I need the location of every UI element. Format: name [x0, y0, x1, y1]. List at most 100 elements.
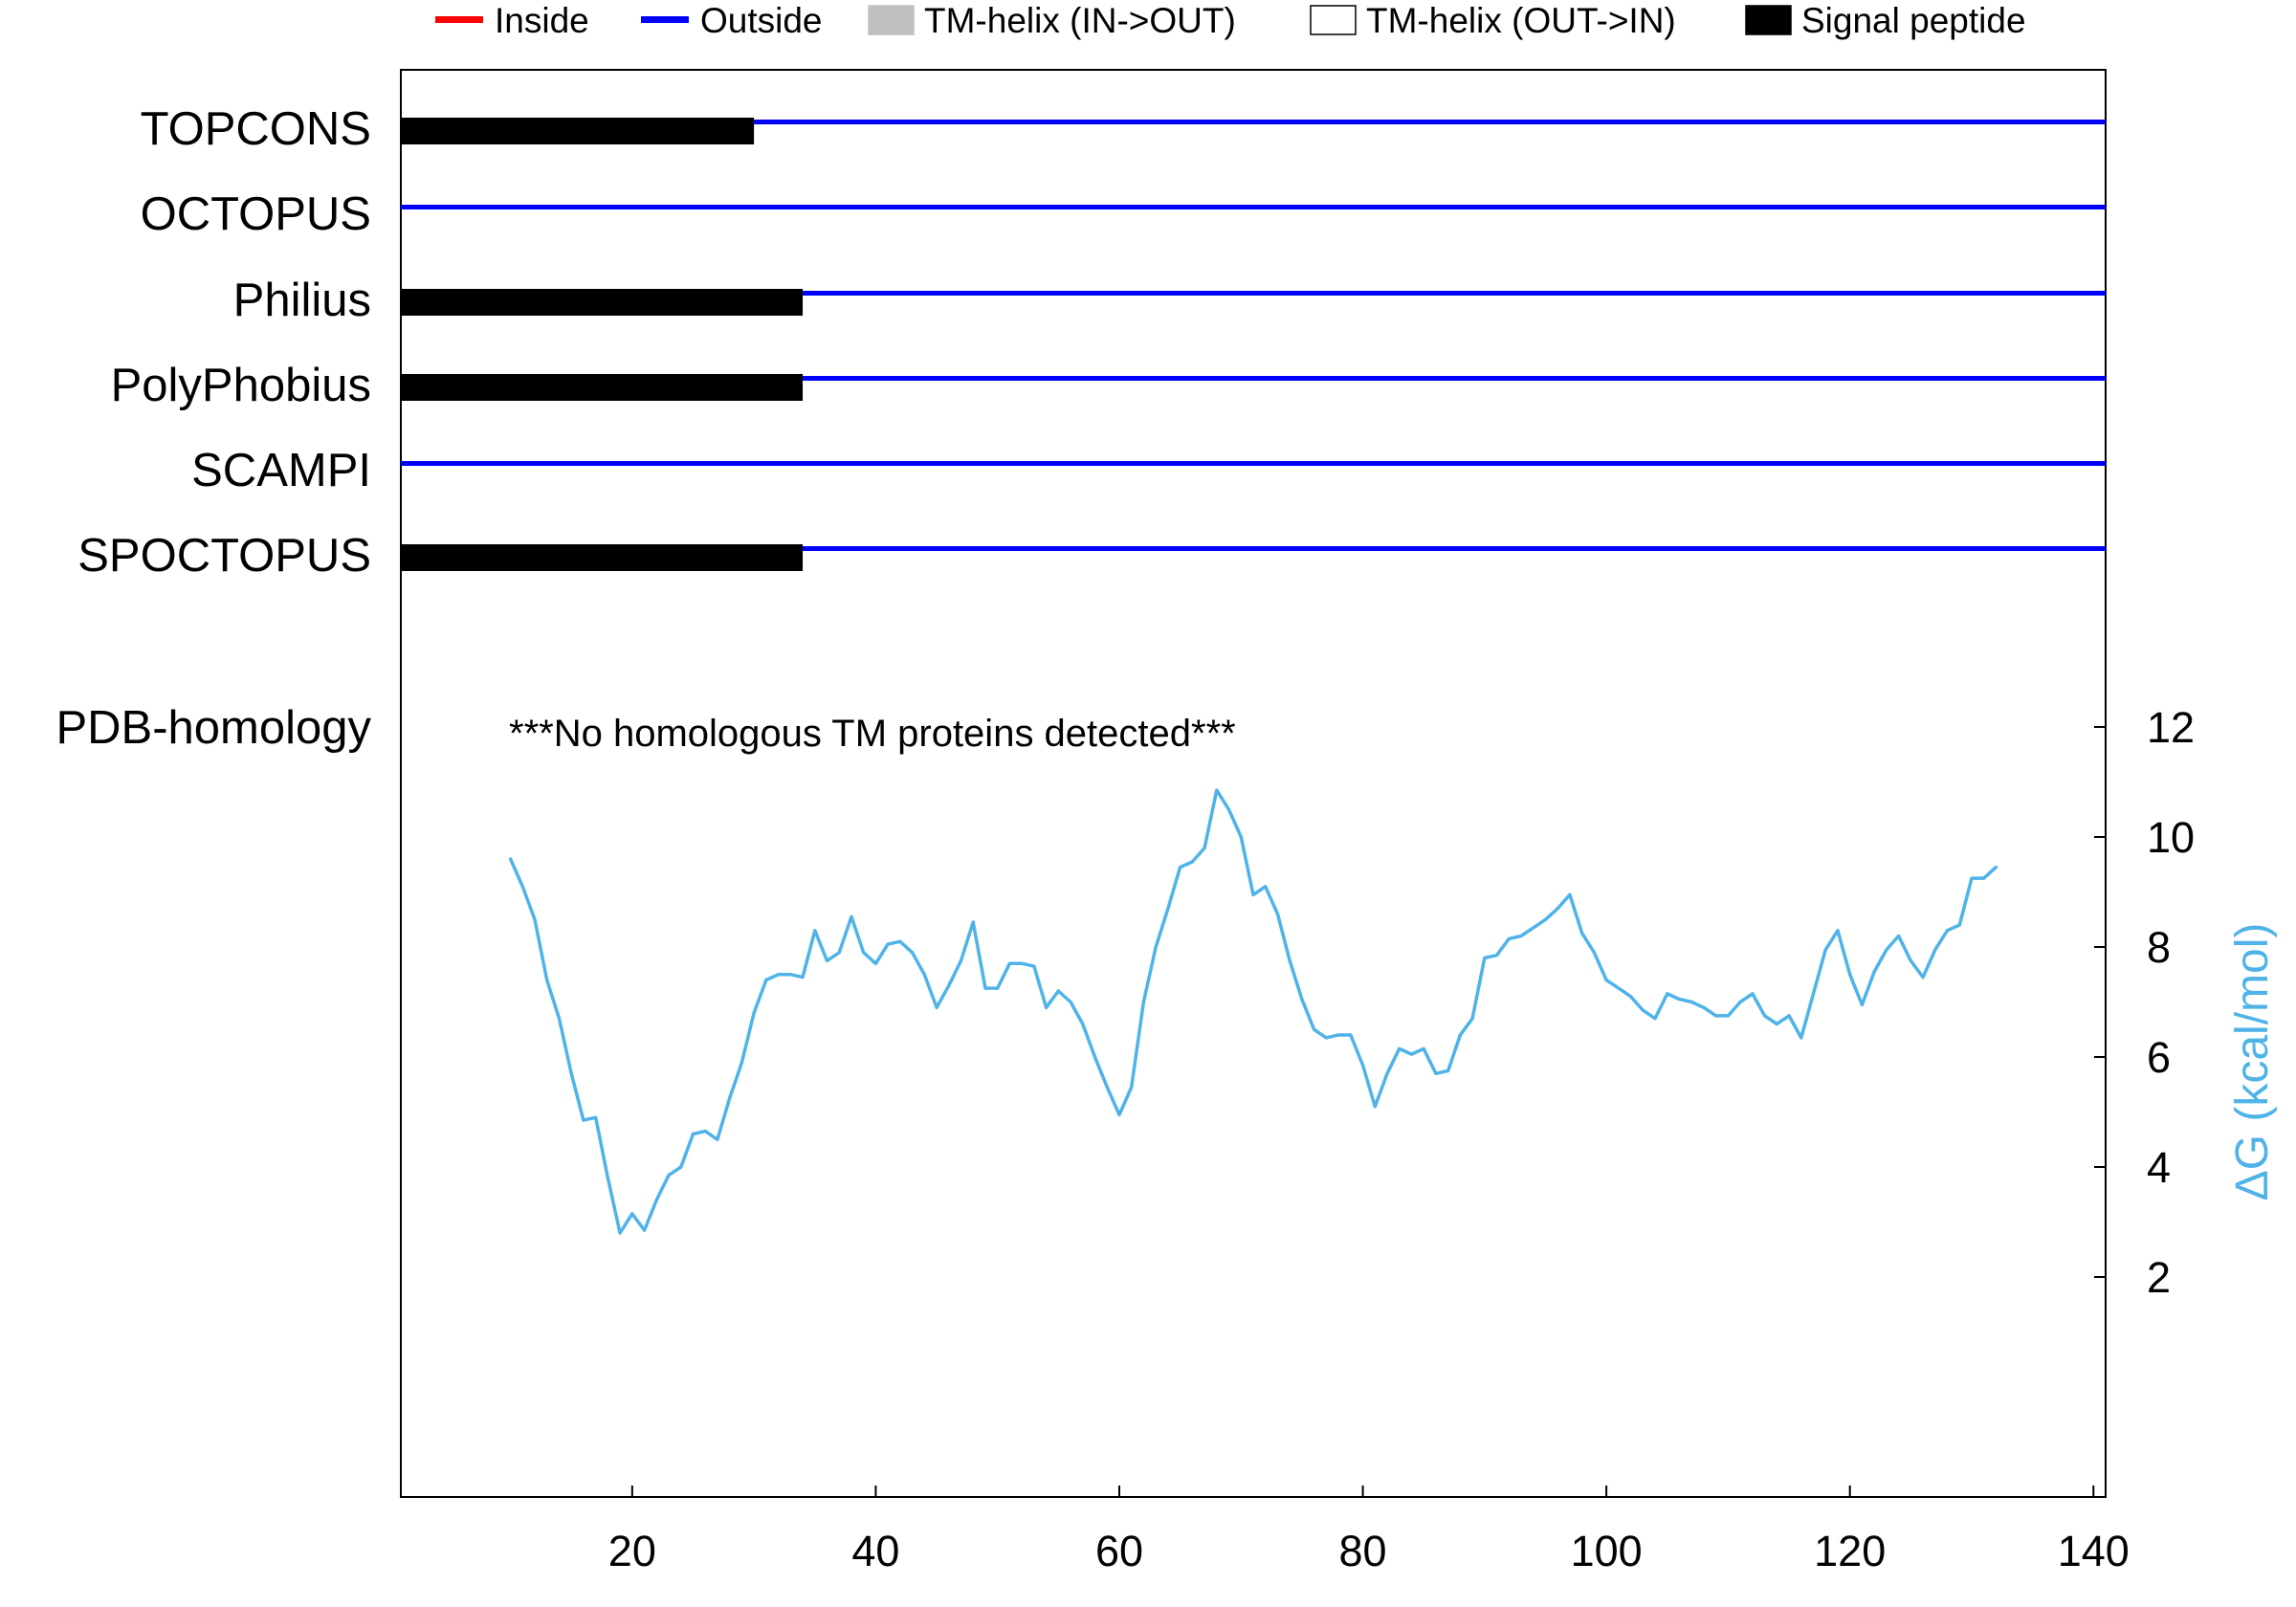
delta-g-point [557, 1017, 562, 1021]
delta-g-point [1398, 1046, 1402, 1050]
y2-tick-label-4: 4 [2147, 1143, 2171, 1192]
delta-g-point [1897, 934, 1901, 938]
delta-g-point [1093, 1055, 1097, 1059]
y2-tick-label-6: 6 [2147, 1033, 2171, 1082]
delta-g-point [691, 1132, 695, 1136]
delta-g-point [1045, 1005, 1049, 1009]
delta-g-point [1933, 948, 1937, 952]
legend-swatch-2 [868, 5, 915, 35]
track-label-octopus: OCTOPUS [141, 188, 371, 240]
delta-g-point [1994, 866, 1998, 870]
delta-g-point [1203, 846, 1206, 850]
delta-g-point [1385, 1071, 1389, 1075]
x-axis: 20 40 60 80 100 120 140 [608, 1486, 2130, 1575]
delta-g-point [594, 1115, 598, 1119]
delta-g-point [1848, 973, 1852, 977]
track-philius-outside [803, 291, 2106, 296]
track-octopus-outside [401, 205, 2106, 209]
delta-g-point [825, 958, 829, 962]
delta-g-point [837, 951, 841, 955]
delta-g-point [1738, 1000, 1742, 1004]
delta-g-point [606, 1176, 609, 1180]
pdb-homology-note: ***No homologous TM proteins detected*** [509, 713, 1236, 755]
delta-g-point [959, 958, 963, 962]
topology-tracks: TOPCONS OCTOPUS Philius PolyPhobius SCAMPI SP… [77, 103, 2106, 582]
delta-g-point [1677, 998, 1682, 1002]
delta-g-point [873, 961, 878, 965]
delta-g-point [1811, 992, 1816, 996]
delta-g-point [1519, 934, 1523, 938]
delta-g-point [1179, 866, 1182, 870]
delta-g-point [508, 857, 513, 861]
legend-label-0: Inside [495, 1, 589, 40]
delta-g-point [1787, 1014, 1791, 1018]
delta-g-point [752, 1011, 756, 1015]
y2-axis-title: ΔG (kcal/mol) [2227, 923, 2278, 1201]
delta-g-point [1921, 976, 1925, 980]
delta-g-point [1592, 951, 1596, 955]
legend-swatch-4 [1745, 5, 1792, 35]
delta-g-point [1032, 964, 1036, 968]
delta-g-point [642, 1228, 647, 1232]
legend-swatch-0 [435, 16, 483, 23]
x-tick-label-60: 60 [1095, 1527, 1143, 1575]
delta-g-point [996, 986, 1000, 990]
track-spoctopus-outside [803, 546, 2106, 551]
y2-tick-label-10: 10 [2147, 813, 2195, 862]
delta-g-point [1154, 945, 1158, 949]
delta-g-point [1751, 992, 1755, 996]
delta-g-point [1020, 961, 1024, 965]
delta-g-point [545, 978, 549, 982]
delta-g-point [911, 951, 915, 955]
delta-g-point [533, 917, 537, 921]
delta-g-point [1130, 1086, 1134, 1090]
delta-g-point [1836, 929, 1840, 933]
delta-g-point [1580, 932, 1584, 936]
delta-g-point [1957, 923, 1961, 927]
y2-tick-label-2: 2 [2147, 1253, 2171, 1302]
delta-g-point [1300, 998, 1304, 1002]
x-tick-label-20: 20 [608, 1527, 656, 1575]
delta-g-point [813, 929, 817, 933]
delta-g-point [520, 885, 524, 889]
track-label-topcons: TOPCONS [141, 103, 371, 155]
delta-g-point [654, 1198, 658, 1202]
delta-g-point [1166, 907, 1170, 911]
legend: Inside Outside TM-helix (IN->OUT) TM-helix … [435, 1, 2026, 40]
delta-g-point [1434, 1071, 1438, 1075]
delta-g-point [1360, 1064, 1365, 1068]
x-tick-label-100: 100 [1571, 1527, 1643, 1575]
delta-g-point [776, 973, 781, 977]
delta-g-point [1653, 1017, 1657, 1021]
track-label-polyphobius: PolyPhobius [111, 360, 371, 411]
delta-g-point [1556, 907, 1559, 911]
delta-g-point [862, 951, 866, 955]
x-tick-label-40: 40 [851, 1527, 899, 1575]
track-philius-signal-peptide [401, 289, 804, 316]
delta-g-point [1422, 1046, 1425, 1050]
delta-g-point [1264, 885, 1268, 889]
delta-g-point [1081, 1022, 1085, 1026]
track-polyphobius-outside [803, 376, 2106, 381]
delta-g-point [1872, 970, 1876, 974]
delta-g-point [1714, 1014, 1718, 1018]
legend-label-1: Outside [700, 1, 823, 40]
track-scampi-outside [401, 461, 2106, 466]
delta-g-point [740, 1061, 744, 1065]
delta-g-point [1799, 1036, 1803, 1040]
delta-g-point [1313, 1027, 1316, 1031]
delta-g-point [582, 1118, 585, 1122]
delta-g-point [728, 1096, 732, 1100]
delta-g-point [703, 1130, 707, 1134]
delta-g-point [1909, 958, 1912, 962]
delta-g-point [1190, 860, 1194, 864]
delta-g-point [1239, 835, 1243, 839]
legend-label-3: TM-helix (OUT->IN) [1366, 1, 1676, 40]
delta-g-point [1349, 1033, 1353, 1037]
delta-g-point [1763, 1014, 1767, 1018]
delta-g-point [1666, 992, 1669, 996]
delta-g-point [1568, 892, 1572, 896]
track-topcons-signal-peptide [401, 118, 755, 144]
delta-g-point [935, 1005, 938, 1009]
